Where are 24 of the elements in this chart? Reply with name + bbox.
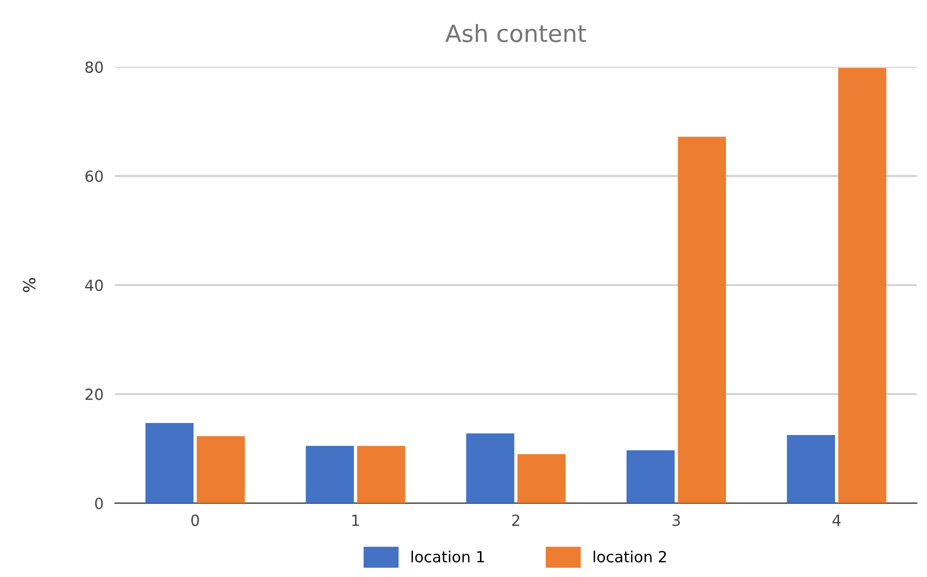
bar — [678, 136, 726, 504]
bar — [357, 446, 406, 504]
x-tick-label: 0 — [191, 514, 199, 526]
x-tick-label: 1 — [352, 514, 359, 526]
bar — [626, 450, 675, 504]
legend-label: location 1 — [412, 550, 484, 562]
y-tick-label: 40 — [85, 280, 103, 292]
bar — [838, 68, 886, 504]
y-tick-label: 20 — [86, 388, 103, 400]
legend-label: location 2 — [594, 550, 666, 562]
y-axis-title: % — [22, 278, 36, 292]
y-tick-label: 60 — [85, 170, 103, 182]
x-tick-label: 3 — [672, 514, 680, 526]
bar — [517, 454, 566, 504]
y-tick-label: 0 — [95, 498, 103, 510]
bar — [145, 422, 194, 504]
chart-title: Ash content — [445, 24, 586, 42]
bar — [466, 433, 514, 504]
x-tick-label: 2 — [512, 514, 520, 526]
bar — [306, 446, 354, 504]
y-tick-label: 80 — [85, 61, 103, 73]
x-tick-label: 4 — [832, 514, 841, 526]
bar — [786, 434, 836, 504]
bar — [196, 436, 245, 504]
